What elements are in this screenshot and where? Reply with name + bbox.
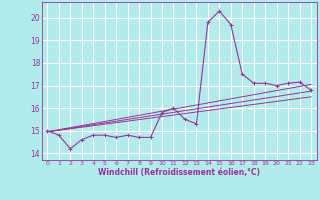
X-axis label: Windchill (Refroidissement éolien,°C): Windchill (Refroidissement éolien,°C): [98, 168, 260, 177]
